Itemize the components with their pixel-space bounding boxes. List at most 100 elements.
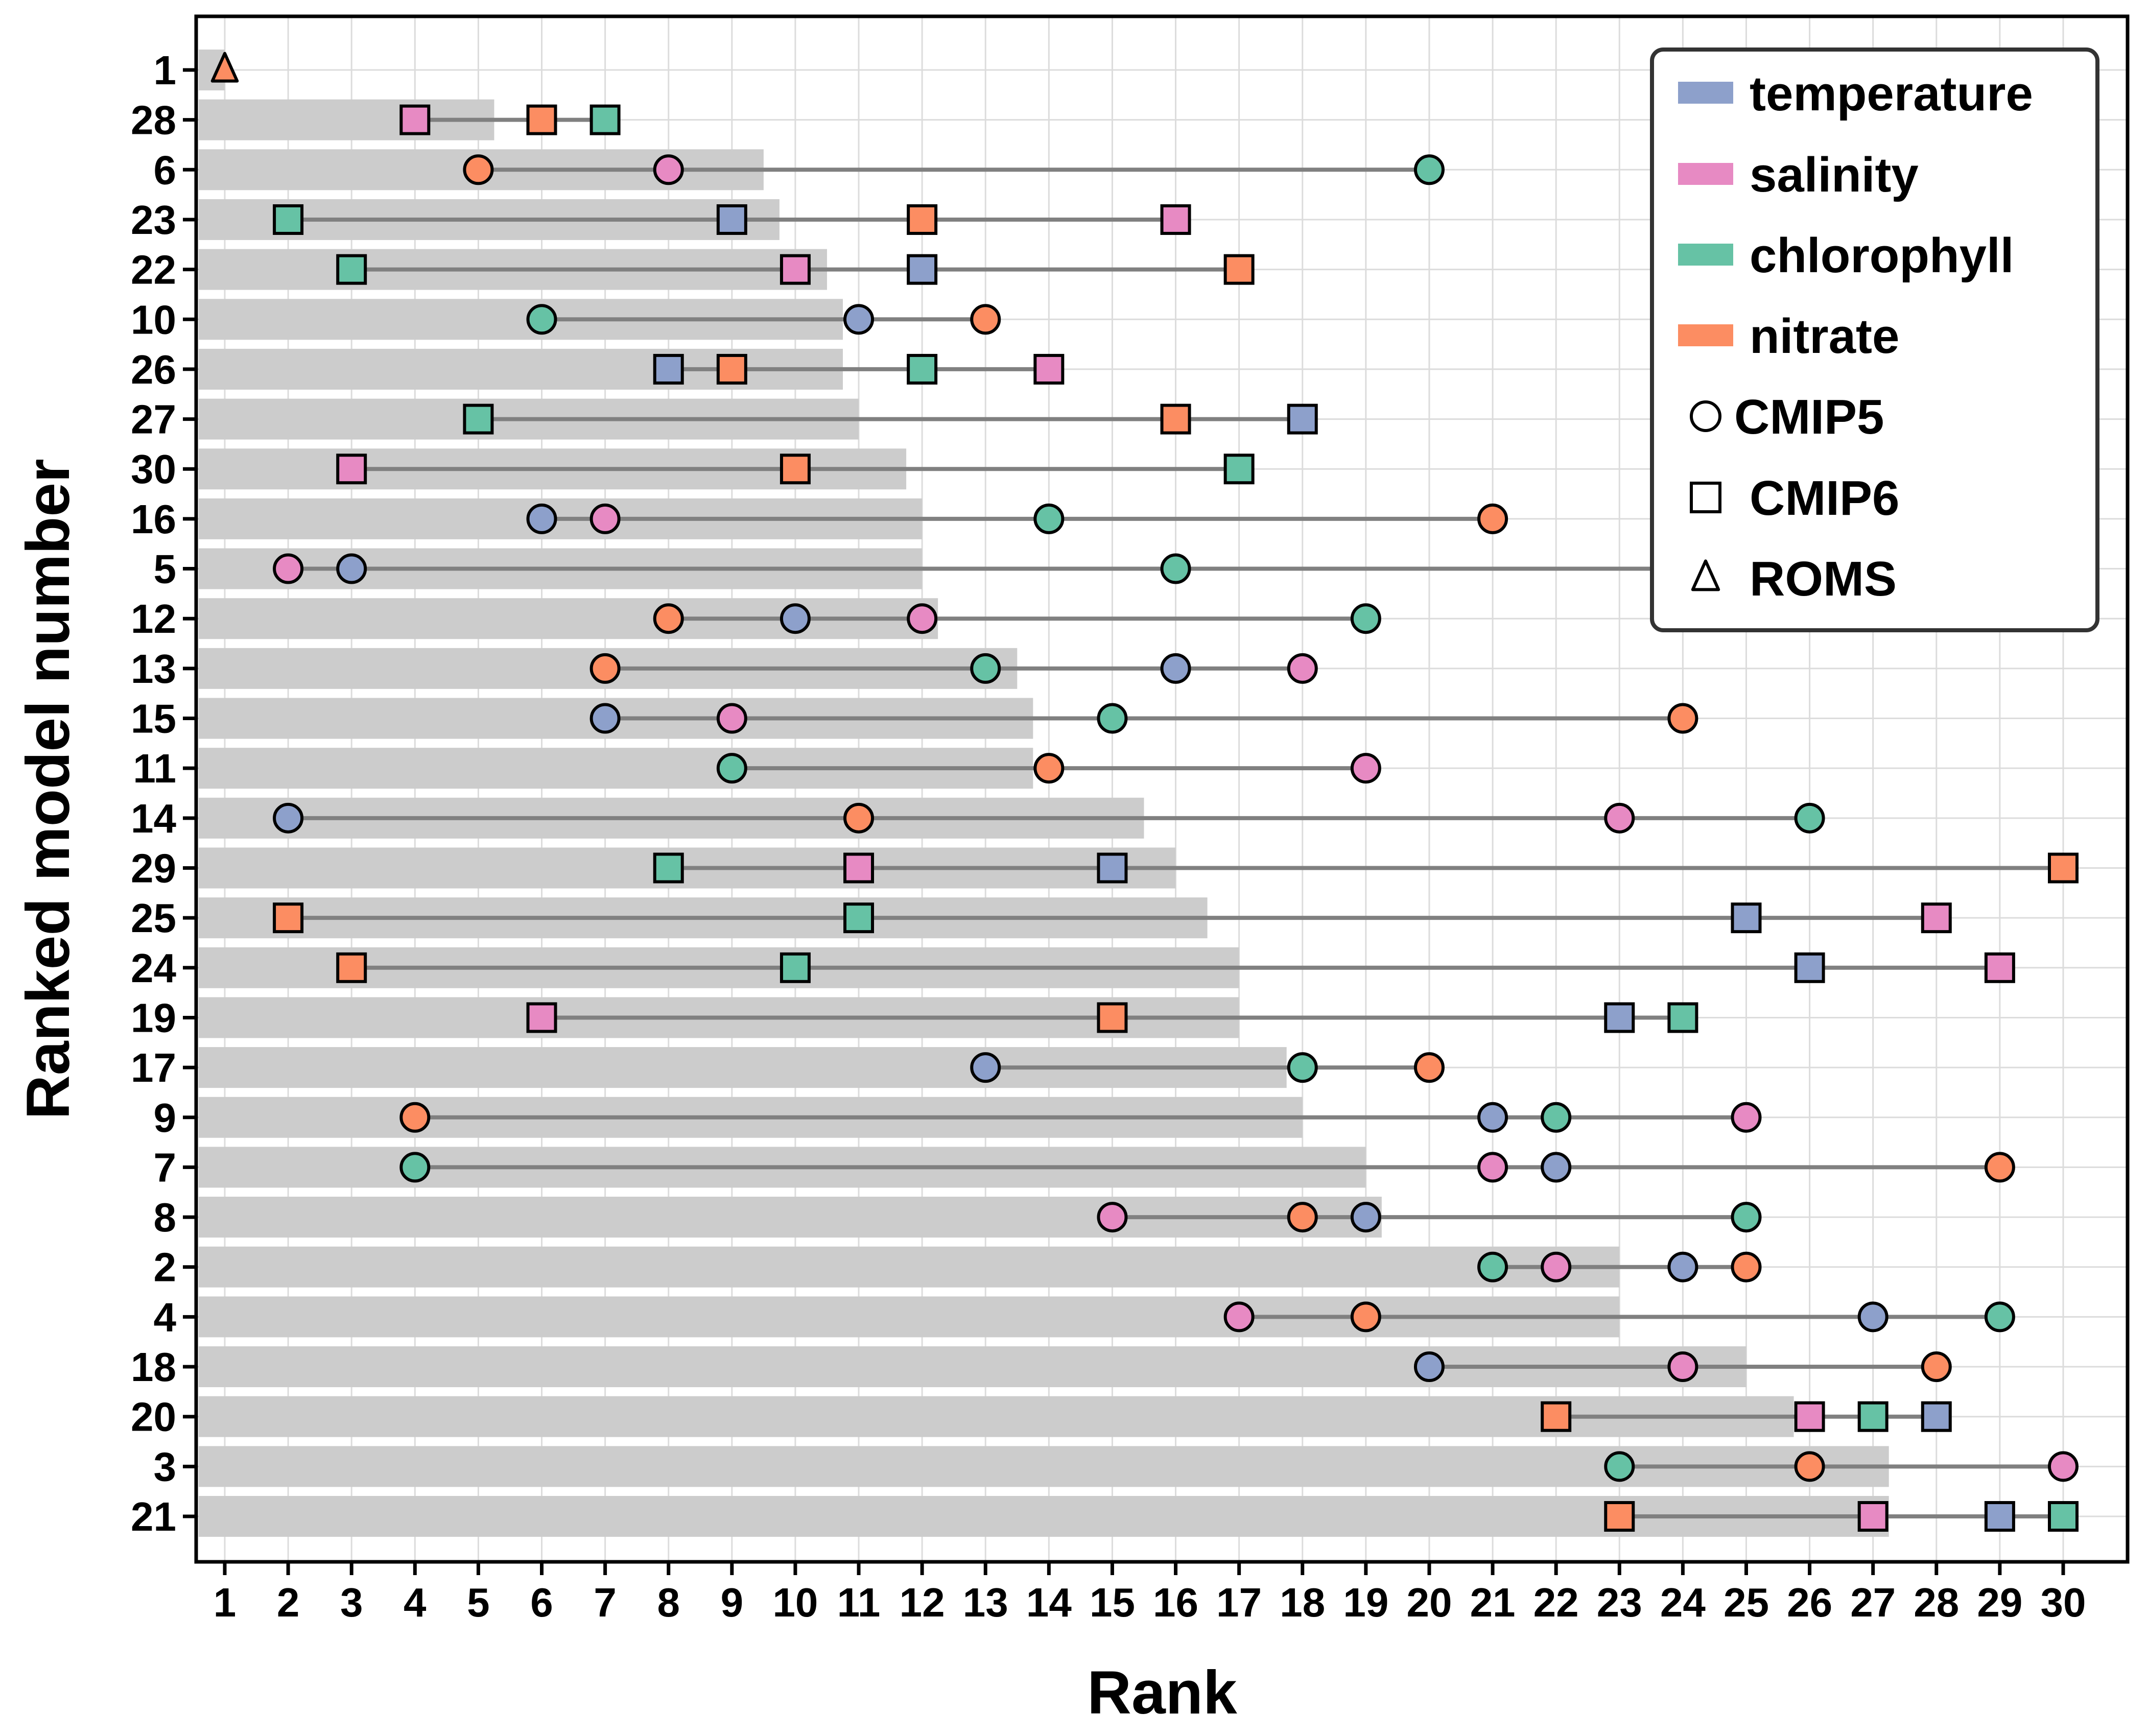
marker-temperature-model-16 (526, 503, 557, 534)
legend-label-chlorophyll: chlorophyll (1750, 228, 2014, 283)
marker-nitrate-model-22 (1223, 254, 1255, 285)
marker-chlorophyll-model-15 (1097, 703, 1128, 734)
marker-nitrate-model-8 (1287, 1202, 1318, 1233)
x-tick-label: 15 (1090, 1580, 1135, 1625)
x-tick-label: 24 (1660, 1580, 1706, 1625)
marker-chlorophyll-model-29 (653, 852, 684, 884)
marker-temperature-model-13 (1160, 653, 1191, 684)
marker-temperature-model-23 (716, 204, 747, 235)
x-tick-label: 20 (1406, 1580, 1452, 1625)
marker-temperature-model-17 (970, 1052, 1001, 1083)
marker-chlorophyll-model-3 (1604, 1451, 1635, 1482)
y-tick-label: 29 (131, 845, 176, 891)
x-tick-label: 5 (467, 1580, 490, 1625)
x-tick-label: 7 (594, 1580, 617, 1625)
marker-salinity-model-11 (1350, 753, 1381, 784)
range-lines (288, 117, 2063, 1518)
y-tick-label: 20 (131, 1394, 176, 1440)
legend: temperature salinity chlorophyll nitrate CMI… (1650, 47, 2099, 632)
marker-nitrate-model-12 (653, 603, 684, 634)
marker-temperature-model-5 (336, 553, 367, 584)
bar-model-20 (199, 1396, 1794, 1437)
marker-nitrate-model-27 (1160, 403, 1191, 435)
marker-temperature-model-22 (907, 254, 938, 285)
legend-square-icon (1690, 482, 1721, 513)
marker-nitrate-model-21 (1604, 1501, 1635, 1532)
y-tick-label: 26 (131, 347, 176, 392)
marker-nitrate-model-28 (526, 104, 557, 135)
marker-nitrate-model-24 (336, 952, 367, 983)
marker-chlorophyll-model-4 (1984, 1301, 2015, 1333)
marker-nitrate-model-20 (1541, 1401, 1572, 1432)
marker-chlorophyll-model-30 (1223, 454, 1255, 485)
y-axis-ticks: 1286232210262730165121315111429252419179… (131, 47, 196, 1539)
marker-salinity-model-2 (1541, 1251, 1572, 1282)
marker-nitrate-model-16 (1477, 503, 1508, 534)
marker-nitrate-model-2 (1731, 1251, 1762, 1282)
x-tick-label: 25 (1724, 1580, 1769, 1625)
marker-temperature-model-29 (1097, 852, 1128, 884)
marker-chlorophyll-model-13 (970, 653, 1001, 684)
x-tick-label: 29 (1977, 1580, 2022, 1625)
marker-nitrate-model-3 (1794, 1451, 1825, 1482)
x-tick-label: 8 (657, 1580, 680, 1625)
marker-chlorophyll-model-28 (589, 104, 621, 135)
marker-nitrate-model-7 (1984, 1152, 2015, 1183)
marker-salinity-model-6 (653, 154, 684, 185)
x-tick-label: 10 (772, 1580, 818, 1625)
marker-salinity-model-18 (1667, 1351, 1698, 1383)
x-tick-label: 13 (963, 1580, 1008, 1625)
marker-salinity-model-23 (1160, 204, 1191, 235)
y-tick-label: 23 (131, 197, 176, 243)
y-tick-label: 12 (131, 596, 176, 641)
marker-chlorophyll-model-21 (2048, 1501, 2079, 1532)
y-tick-label: 30 (131, 446, 176, 492)
x-tick-label: 19 (1343, 1580, 1388, 1625)
x-tick-label: 12 (900, 1580, 945, 1625)
y-tick-label: 15 (131, 696, 176, 742)
marker-temperature-model-25 (1731, 902, 1762, 934)
marker-chlorophyll-model-26 (907, 353, 938, 385)
x-axis-label: Rank (1087, 1658, 1237, 1727)
legend-triangle-icon (1691, 559, 1720, 591)
marker-chlorophyll-model-16 (1033, 503, 1065, 534)
legend-patch-nitrate (1678, 324, 1733, 346)
legend-patch-salinity (1678, 163, 1733, 185)
x-tick-label: 3 (340, 1580, 363, 1625)
marker-nitrate-model-6 (463, 154, 494, 185)
y-tick-label: 4 (154, 1294, 177, 1340)
y-tick-label: 1 (154, 47, 177, 93)
marker-chlorophyll-model-25 (843, 902, 875, 934)
marker-chlorophyll-model-20 (1857, 1401, 1889, 1432)
x-tick-label: 14 (1026, 1580, 1072, 1625)
x-tick-label: 6 (530, 1580, 553, 1625)
x-tick-label: 27 (1850, 1580, 1896, 1625)
marker-temperature-model-26 (653, 353, 684, 385)
marker-nitrate-model-4 (1350, 1301, 1381, 1333)
x-tick-label: 1 (214, 1580, 237, 1625)
marker-nitrate-model-30 (780, 454, 811, 485)
x-tick-label: 2 (277, 1580, 300, 1625)
marker-temperature-model-27 (1287, 403, 1318, 435)
marker-nitrate-model-13 (589, 653, 621, 684)
x-tick-label: 26 (1787, 1580, 1832, 1625)
x-tick-label: 22 (1533, 1580, 1579, 1625)
marker-temperature-model-18 (1413, 1351, 1445, 1383)
marker-salinity-model-21 (1857, 1501, 1889, 1532)
marker-temperature-model-8 (1350, 1202, 1381, 1233)
marker-salinity-model-28 (399, 104, 431, 135)
marker-salinity-model-30 (336, 454, 367, 485)
x-axis-ticks: 1 2 3 4 5 6 7 8 9 10 11 12 13 14 15 16 17 18 19 20 21 22 23 24 2… (214, 1562, 2086, 1625)
marker-salinity-model-19 (526, 1002, 557, 1033)
x-tick-label: 28 (1914, 1580, 1959, 1625)
legend-frame (1650, 47, 2099, 632)
marker-nitrate-model-11 (1033, 753, 1065, 784)
marker-nitrate-model-29 (2048, 852, 2079, 884)
marker-salinity-model-15 (716, 703, 747, 734)
marker-chlorophyll-model-5 (1160, 553, 1191, 584)
marker-chlorophyll-model-11 (716, 753, 747, 784)
marker-salinity-model-7 (1477, 1152, 1508, 1183)
marker-nitrate-model-15 (1667, 703, 1698, 734)
marker-chlorophyll-model-9 (1541, 1102, 1572, 1133)
marker-temperature-model-12 (780, 603, 811, 634)
